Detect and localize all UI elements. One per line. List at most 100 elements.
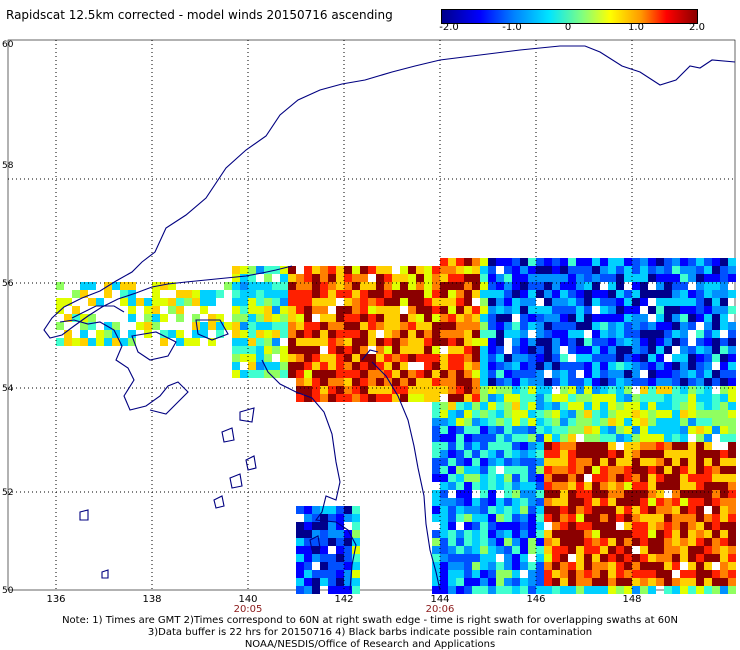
swath-cell [720, 522, 728, 530]
swath-cell [144, 322, 152, 330]
swath-cell [480, 562, 488, 570]
swath-cell [328, 314, 336, 322]
swath-cell [472, 338, 480, 346]
swath-cell [728, 506, 736, 514]
swath-cell [672, 322, 680, 330]
swath-cell [672, 482, 680, 490]
swath-cell [512, 530, 520, 538]
swath-cell [432, 474, 440, 482]
swath-cell [536, 274, 544, 282]
swath-cell [576, 562, 584, 570]
swath-cell [624, 338, 632, 346]
swath-cell [344, 330, 352, 338]
swath-cell [296, 282, 304, 290]
swath-cell [536, 554, 544, 562]
swath-cell [600, 578, 608, 586]
swath-cell [352, 506, 360, 514]
swath-cell [496, 498, 504, 506]
swath-cell [568, 538, 576, 546]
swath-cell [336, 538, 344, 546]
swath-cell [520, 362, 528, 370]
wind-swath [56, 258, 736, 594]
swath-cell [704, 418, 712, 426]
lon-label-144: 144 [430, 594, 449, 605]
swath-cell [704, 274, 712, 282]
swath-cell [640, 562, 648, 570]
swath-cell [712, 506, 720, 514]
swath-cell [704, 530, 712, 538]
swath-cell [632, 322, 640, 330]
swath-cell [728, 530, 736, 538]
swath-cell [696, 290, 704, 298]
swath-cell [456, 338, 464, 346]
swath-cell [672, 458, 680, 466]
swath-cell [352, 546, 360, 554]
swath-cell [432, 338, 440, 346]
swath-cell [472, 306, 480, 314]
swath-cell [552, 274, 560, 282]
swath-cell [432, 346, 440, 354]
swath-cell [672, 578, 680, 586]
swath-cell [416, 378, 424, 386]
swath-cell [720, 370, 728, 378]
swath-cell [720, 426, 728, 434]
swath-cell [696, 586, 704, 594]
swath-cell [496, 434, 504, 442]
swath-cell [488, 450, 496, 458]
swath-cell [600, 506, 608, 514]
swath-cell [704, 586, 712, 594]
swath-cell [600, 586, 608, 594]
swath-cell [504, 546, 512, 554]
swath-cell [512, 410, 520, 418]
swath-cell [544, 586, 552, 594]
swath-cell [664, 290, 672, 298]
swath-cell [584, 450, 592, 458]
swath-cell [648, 378, 656, 386]
swath-cell [528, 538, 536, 546]
swath-cell [568, 490, 576, 498]
swath-cell [440, 578, 448, 586]
swath-cell [600, 386, 608, 394]
swath-cell [440, 586, 448, 594]
swath-cell [648, 474, 656, 482]
swath-cell [520, 506, 528, 514]
swath-cell [520, 578, 528, 586]
swath-cell [632, 530, 640, 538]
swath-cell [352, 338, 360, 346]
swath-cell [320, 562, 328, 570]
swath-cell [536, 394, 544, 402]
swath-cell [600, 538, 608, 546]
swath-cell [384, 266, 392, 274]
swath-cell [464, 514, 472, 522]
swath-cell [240, 338, 248, 346]
lon-label-140: 140 [238, 594, 257, 605]
swath-cell [240, 290, 248, 298]
swath-cell [560, 514, 568, 522]
swath-cell [88, 314, 96, 322]
swath-cell [728, 554, 736, 562]
swath-cell [616, 370, 624, 378]
swath-cell [688, 266, 696, 274]
swath-cell [336, 386, 344, 394]
swath-cell [488, 482, 496, 490]
swath-cell [680, 266, 688, 274]
swath-cell [592, 506, 600, 514]
swath-cell [344, 370, 352, 378]
swath-cell [688, 386, 696, 394]
swath-cell [528, 546, 536, 554]
swath-cell [504, 506, 512, 514]
swath-cell [704, 538, 712, 546]
swath-cell [584, 514, 592, 522]
swath-cell [472, 482, 480, 490]
swath-cell [344, 562, 352, 570]
swath-cell [392, 346, 400, 354]
swath-cell [544, 450, 552, 458]
swath-cell [424, 362, 432, 370]
swath-cell [464, 314, 472, 322]
swath-cell [512, 258, 520, 266]
swath-cell [328, 570, 336, 578]
map-title: Rapidscat 12.5km corrected - model winds… [6, 8, 393, 22]
swath-cell [432, 330, 440, 338]
swath-cell [664, 378, 672, 386]
swath-cell [640, 378, 648, 386]
